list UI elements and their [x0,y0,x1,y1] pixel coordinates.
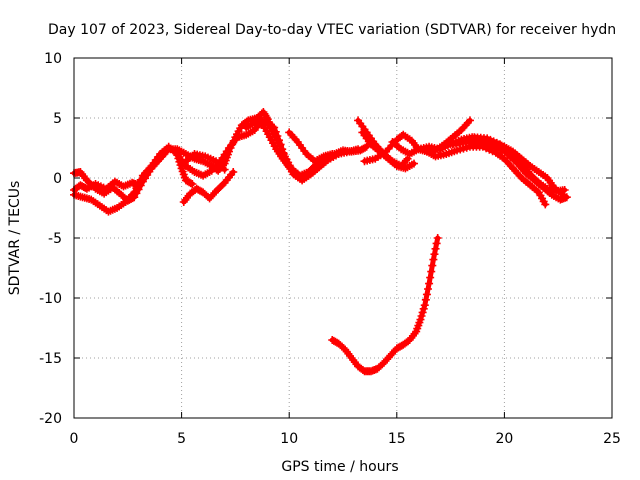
data-point-marker [429,255,438,264]
data-point-marker [271,127,280,136]
x-tick-label: 15 [388,431,406,447]
data-point-marker [188,180,197,188]
axis-ticks [73,57,613,419]
data-point-marker [270,123,279,132]
data-point-marker [273,132,282,140]
data-point-marker [420,301,429,310]
data-point-marker [418,308,427,317]
x-axis-label: GPS time / hours [281,459,398,475]
x-tick-label: 20 [495,431,513,447]
x-tick-label: 25 [603,431,621,447]
series-track-16 [328,234,442,376]
data-point-marker [291,169,300,178]
data-point-marker [422,290,431,299]
series-track-3 [70,177,143,194]
data-point-marker [431,244,440,253]
data-point-marker [328,150,337,158]
data-point-marker [427,267,436,276]
y-tick-labels: -20 -15 -10 -5 0 5 10 [39,51,62,427]
y-axis-label: SDTVAR / TECUs [7,181,23,296]
data-point-marker [416,315,425,324]
data-point-marker [430,250,439,259]
data-point-marker [417,312,426,320]
data-point-marker [361,143,370,152]
series-track-7 [242,118,300,178]
data-point-marker [401,156,410,165]
data-point-marker [465,116,474,125]
chart-title: Day 107 of 2023, Sidereal Day-to-day VTE… [48,22,616,38]
y-tick-label: 5 [53,111,62,127]
y-tick-label: 10 [44,51,62,67]
data-point-marker [274,136,283,145]
data-point-marker [130,188,139,197]
y-tick-label: -15 [39,351,62,367]
data-point-marker [136,175,145,184]
data-point-marker [432,239,441,248]
data-point-marker [424,285,433,293]
series-track-15 [470,133,569,196]
data-point-marker [560,186,569,194]
x-tick-labels: 0 5 10 15 20 25 [70,431,621,447]
data-point-marker [290,167,299,176]
series-layer [70,108,571,376]
y-tick-label: -5 [48,231,62,247]
data-point-marker [220,165,229,174]
y-tick-label: 0 [53,171,62,187]
series-track-5 [181,150,229,174]
x-tick-label: 10 [280,431,298,447]
y-tick-label: -20 [39,411,62,427]
series-track-4 [173,151,197,188]
data-point-marker [186,179,195,188]
grid [74,58,612,418]
data-point-marker [229,168,238,176]
data-point-marker [419,304,428,313]
data-point-marker [425,279,434,288]
data-point-marker [410,159,419,168]
data-point-marker [268,122,277,131]
data-point-marker [134,181,143,190]
x-tick-label: 0 [70,431,79,447]
data-point-marker [428,261,437,270]
series-track-8 [285,128,337,166]
data-point-marker [433,234,442,242]
data-point-marker [421,295,430,304]
data-point-marker [354,145,363,154]
data-point-marker [276,140,285,149]
data-point-marker [541,200,550,209]
x-tick-label: 5 [177,431,186,447]
series-track-6 [179,168,238,206]
y-tick-label: -10 [39,291,62,307]
data-point-marker [426,273,435,282]
series-track-2 [70,116,363,216]
data-point-marker [210,189,219,197]
data-point-marker [562,193,571,202]
